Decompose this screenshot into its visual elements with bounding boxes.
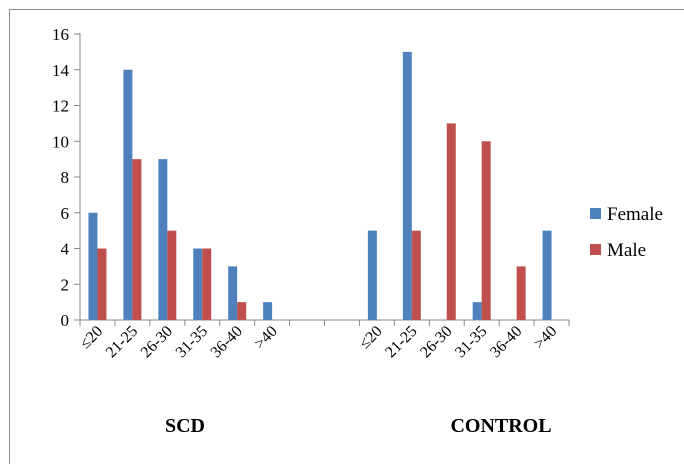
bar-female-2 (158, 159, 168, 320)
y-tick-label: 10 (52, 132, 69, 151)
bar-female-0 (88, 212, 98, 320)
group-label-scd: SCD (165, 415, 205, 437)
x-axis (79, 319, 570, 326)
y-tick-label: 2 (61, 275, 70, 294)
bar-female-8 (367, 230, 377, 320)
bar-male-11 (481, 141, 491, 320)
x-tick-label: 36-40 (208, 323, 246, 361)
bar-female-9 (402, 51, 412, 320)
x-tick-label: ≤20 (356, 323, 386, 353)
legend-swatch-female (590, 208, 601, 219)
bar-male-4 (237, 302, 247, 320)
legend-label-female: Female (607, 204, 663, 225)
group-label-control: CONTROL (450, 415, 551, 437)
y-tick-label: 4 (61, 240, 70, 259)
bar-female-1 (123, 69, 133, 320)
legend-swatch-male (590, 244, 601, 255)
bar-male-0 (97, 248, 107, 320)
y-axis: 0 2 4 6 8 10 12 14 16 (52, 25, 81, 330)
bar-female-3 (193, 248, 203, 320)
bar-female-5 (263, 302, 273, 320)
legend-label-male: Male (607, 240, 646, 261)
y-tick-label: 6 (61, 204, 70, 223)
bar-male-12 (516, 266, 526, 320)
group-labels: SCD CONTROL (165, 415, 552, 437)
y-tick-label: 0 (61, 311, 70, 330)
bar-female-4 (228, 266, 238, 320)
bar-female-13 (542, 230, 552, 320)
bar-male-3 (202, 248, 212, 320)
x-tick-label: ≤20 (77, 323, 107, 353)
x-tick-label: 26-30 (138, 323, 176, 361)
bars (88, 51, 552, 320)
x-tick-label: 21-25 (382, 323, 420, 361)
x-tick-label: 26-30 (417, 323, 455, 361)
x-tick-label: >40 (531, 323, 561, 353)
y-tick-label: 12 (52, 97, 69, 116)
x-tick-label: 36-40 (487, 323, 525, 361)
y-tick-label: 14 (52, 61, 70, 80)
bar-female-11 (472, 302, 482, 320)
y-tick-label: 8 (61, 168, 70, 187)
x-tick-label: >40 (251, 323, 281, 353)
y-tick-label: 16 (52, 25, 69, 44)
legend: Female Male (590, 204, 663, 261)
x-tick-label: 31-35 (452, 323, 490, 361)
x-tick-label: 31-35 (173, 323, 211, 361)
x-tick-label: 21-25 (103, 323, 141, 361)
bar-male-9 (411, 230, 421, 320)
bar-male-1 (132, 159, 142, 320)
bar-male-2 (167, 230, 177, 320)
bar-male-10 (446, 123, 456, 320)
chart-frame (9, 9, 684, 464)
